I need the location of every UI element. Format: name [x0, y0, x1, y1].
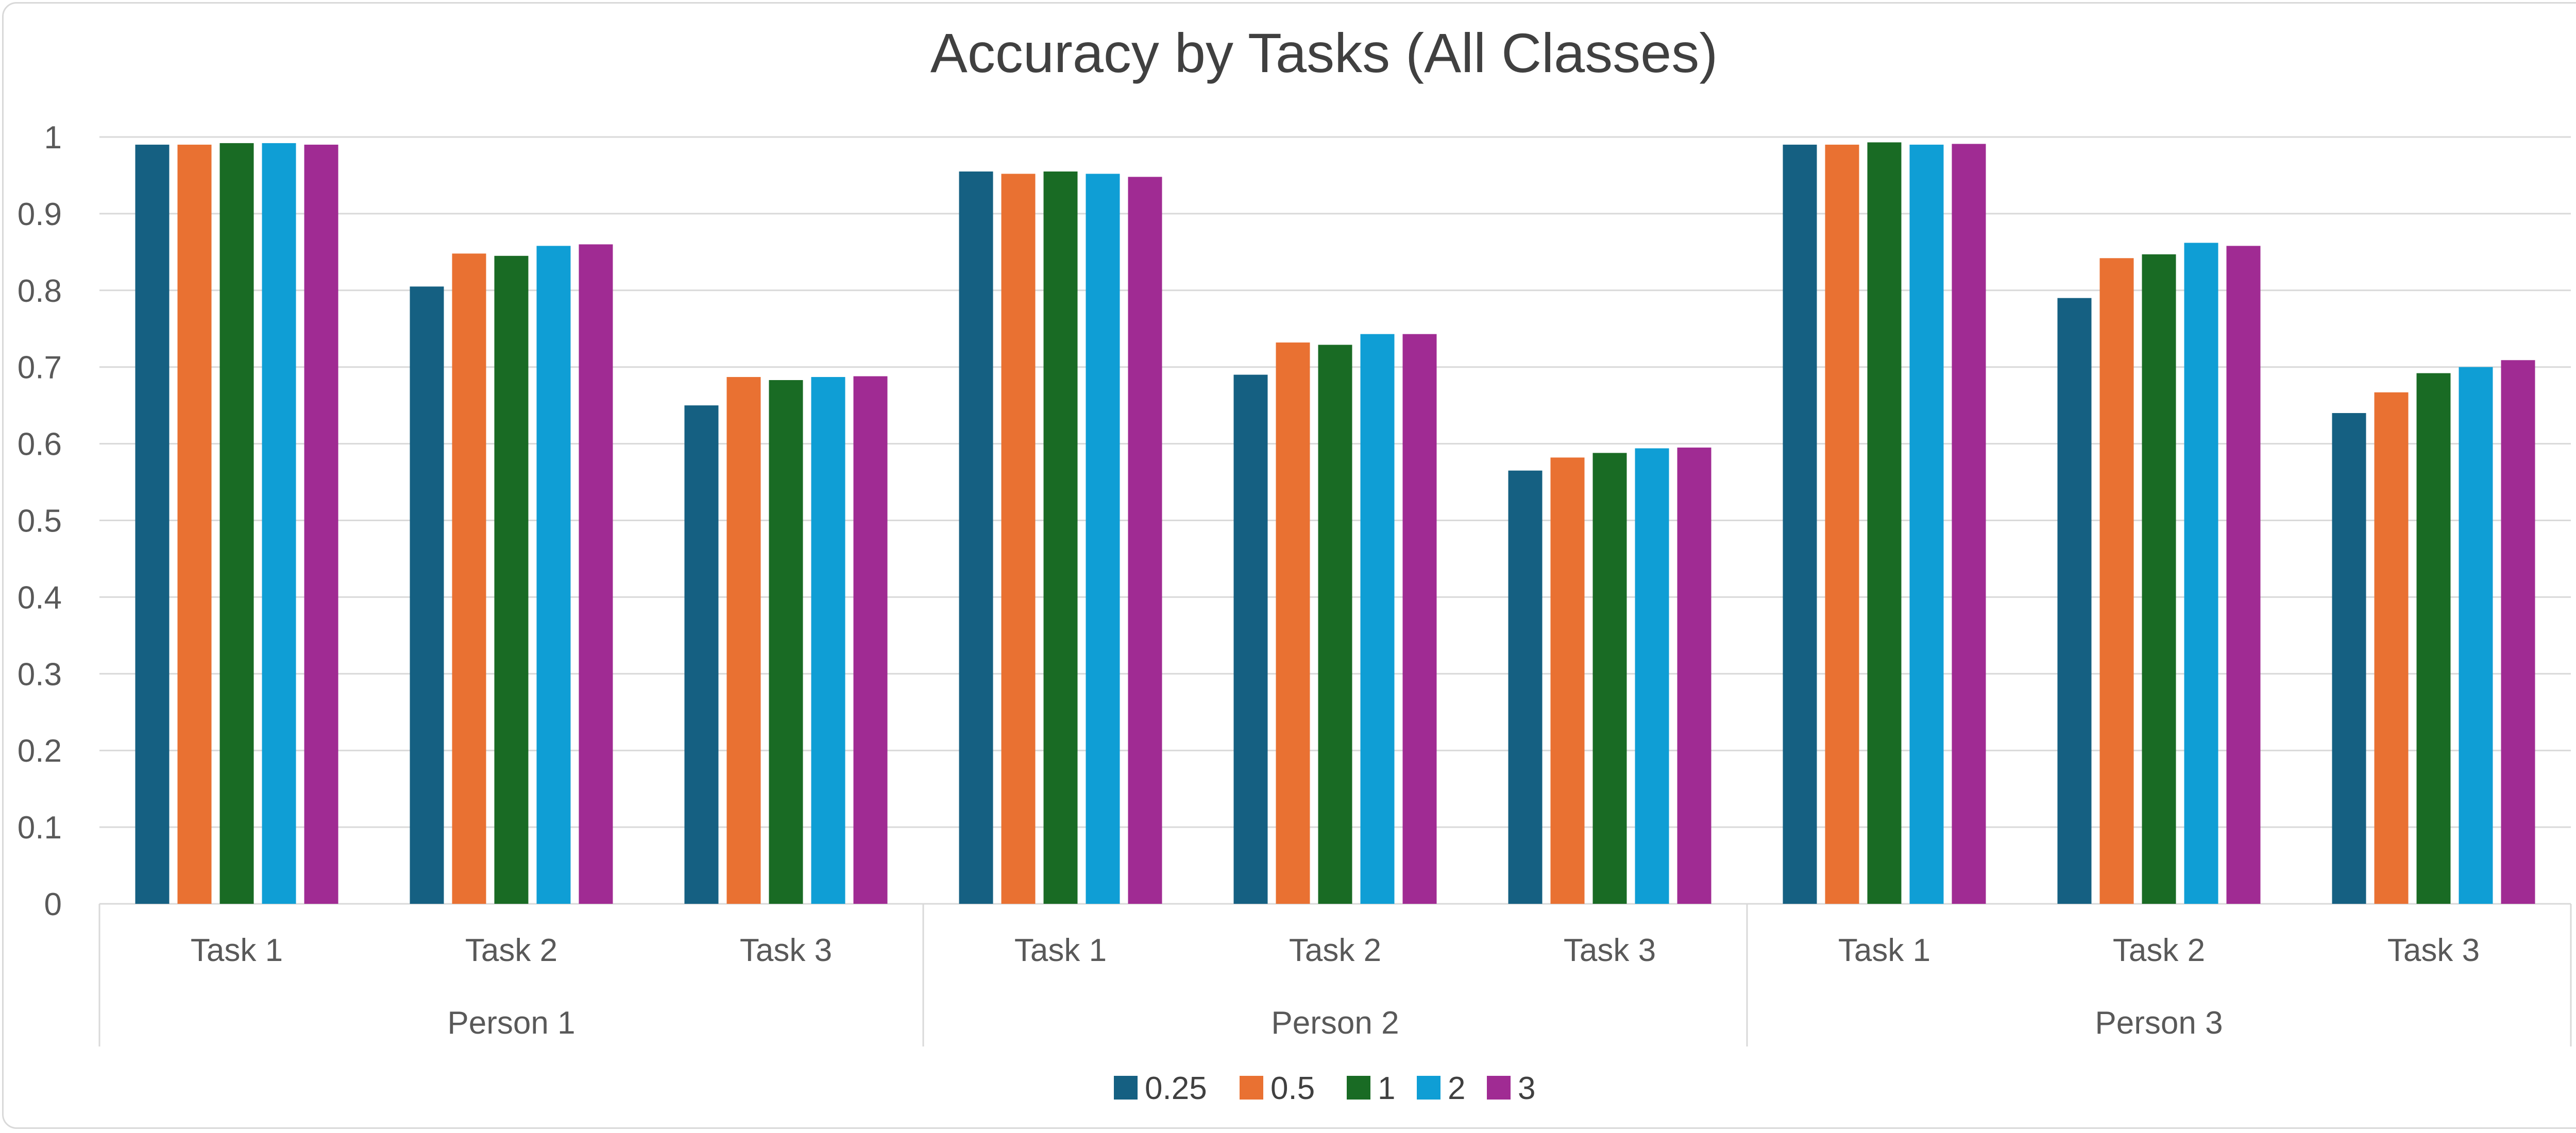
bar	[726, 377, 761, 904]
bar	[853, 376, 888, 904]
bar	[1508, 470, 1543, 904]
chart-title: Accuracy by Tasks (All Classes)	[930, 22, 1718, 84]
y-tick-label: 0.6	[18, 427, 62, 462]
legend-label: 0.25	[1145, 1071, 1207, 1106]
legend-swatch	[1240, 1076, 1263, 1100]
bar	[2459, 367, 2493, 904]
bar	[1867, 142, 1902, 904]
legend-label: 1	[1378, 1071, 1395, 1106]
legend-swatch	[1114, 1076, 1138, 1100]
bar	[304, 144, 338, 904]
x-tick-label: Task 1	[1838, 933, 1930, 968]
bar	[2501, 360, 2535, 904]
bar	[1043, 171, 1078, 904]
y-tick-label: 0.5	[18, 504, 62, 539]
bar	[769, 380, 803, 904]
bar	[2057, 298, 2092, 904]
bar	[959, 171, 993, 904]
y-tick-label: 0.3	[18, 657, 62, 692]
bar	[2332, 413, 2366, 904]
bar	[2099, 258, 2134, 904]
bar	[1783, 144, 1817, 904]
bar	[1402, 334, 1437, 904]
bars	[135, 142, 2535, 904]
y-tick-label: 0	[44, 887, 62, 922]
bar	[219, 143, 254, 904]
bar	[1086, 174, 1120, 904]
bar	[2374, 392, 2409, 904]
bar	[262, 143, 296, 904]
y-tick-label: 0.9	[18, 197, 62, 232]
bar	[811, 377, 845, 904]
bar	[684, 405, 719, 904]
bar	[1635, 448, 1669, 904]
legend-swatch	[1417, 1076, 1440, 1100]
bar	[410, 286, 444, 904]
legend-swatch	[1487, 1076, 1511, 1100]
x-tick-label: Task 3	[740, 933, 832, 968]
bar	[536, 246, 571, 904]
x-axis: Task 1 Task 2 Task 3 Task 1 Task 2 Task 3 Task…	[98, 904, 2572, 1046]
bar	[135, 144, 170, 904]
legend-label: 2	[1448, 1071, 1465, 1106]
bar	[579, 244, 613, 904]
bar	[2184, 243, 2218, 904]
bar	[1001, 174, 1036, 904]
y-tick-label: 0.4	[18, 580, 62, 615]
bar	[452, 253, 486, 904]
y-tick-label: 0.7	[18, 350, 62, 386]
x-group-label: Person 1	[447, 1005, 575, 1041]
bar	[177, 144, 212, 904]
bar	[1318, 345, 1352, 904]
bar	[2142, 254, 2176, 904]
bar	[1128, 177, 1162, 904]
bar	[1825, 144, 1859, 904]
bar	[1233, 374, 1268, 904]
bar	[1952, 144, 1986, 904]
legend: 0.25 0.5 1 2 3	[1114, 1071, 1535, 1106]
bar	[2416, 373, 2451, 904]
legend-label: 0.5	[1270, 1071, 1315, 1106]
bar	[1909, 144, 1944, 904]
x-group-label: Person 2	[1271, 1005, 1399, 1041]
x-group-label: Person 3	[2095, 1005, 2223, 1041]
x-tick-label: Task 2	[1289, 933, 1381, 968]
bar	[1592, 453, 1627, 904]
x-tick-label: Task 3	[2387, 933, 2480, 968]
legend-swatch	[1347, 1076, 1370, 1100]
y-tick-label: 1	[44, 120, 62, 156]
bar	[1276, 342, 1310, 904]
y-axis: 0 0.1 0.2 0.3 0.4 0.5 0.6 0.7 0.8 0.9 1	[18, 120, 62, 922]
x-tick-label: Task 2	[465, 933, 557, 968]
bar	[494, 255, 529, 904]
x-tick-label: Task 2	[2113, 933, 2205, 968]
x-tick-label: Task 3	[1564, 933, 1656, 968]
y-tick-label: 0.1	[18, 810, 62, 846]
x-tick-label: Task 1	[191, 933, 283, 968]
y-tick-label: 0.2	[18, 733, 62, 769]
bar	[1550, 457, 1585, 904]
x-tick-label: Task 1	[1014, 933, 1107, 968]
legend-label: 3	[1518, 1071, 1535, 1106]
bar	[1677, 448, 1711, 904]
bar	[2226, 246, 2261, 904]
y-tick-label: 0.8	[18, 273, 62, 309]
bar	[1360, 334, 1395, 904]
